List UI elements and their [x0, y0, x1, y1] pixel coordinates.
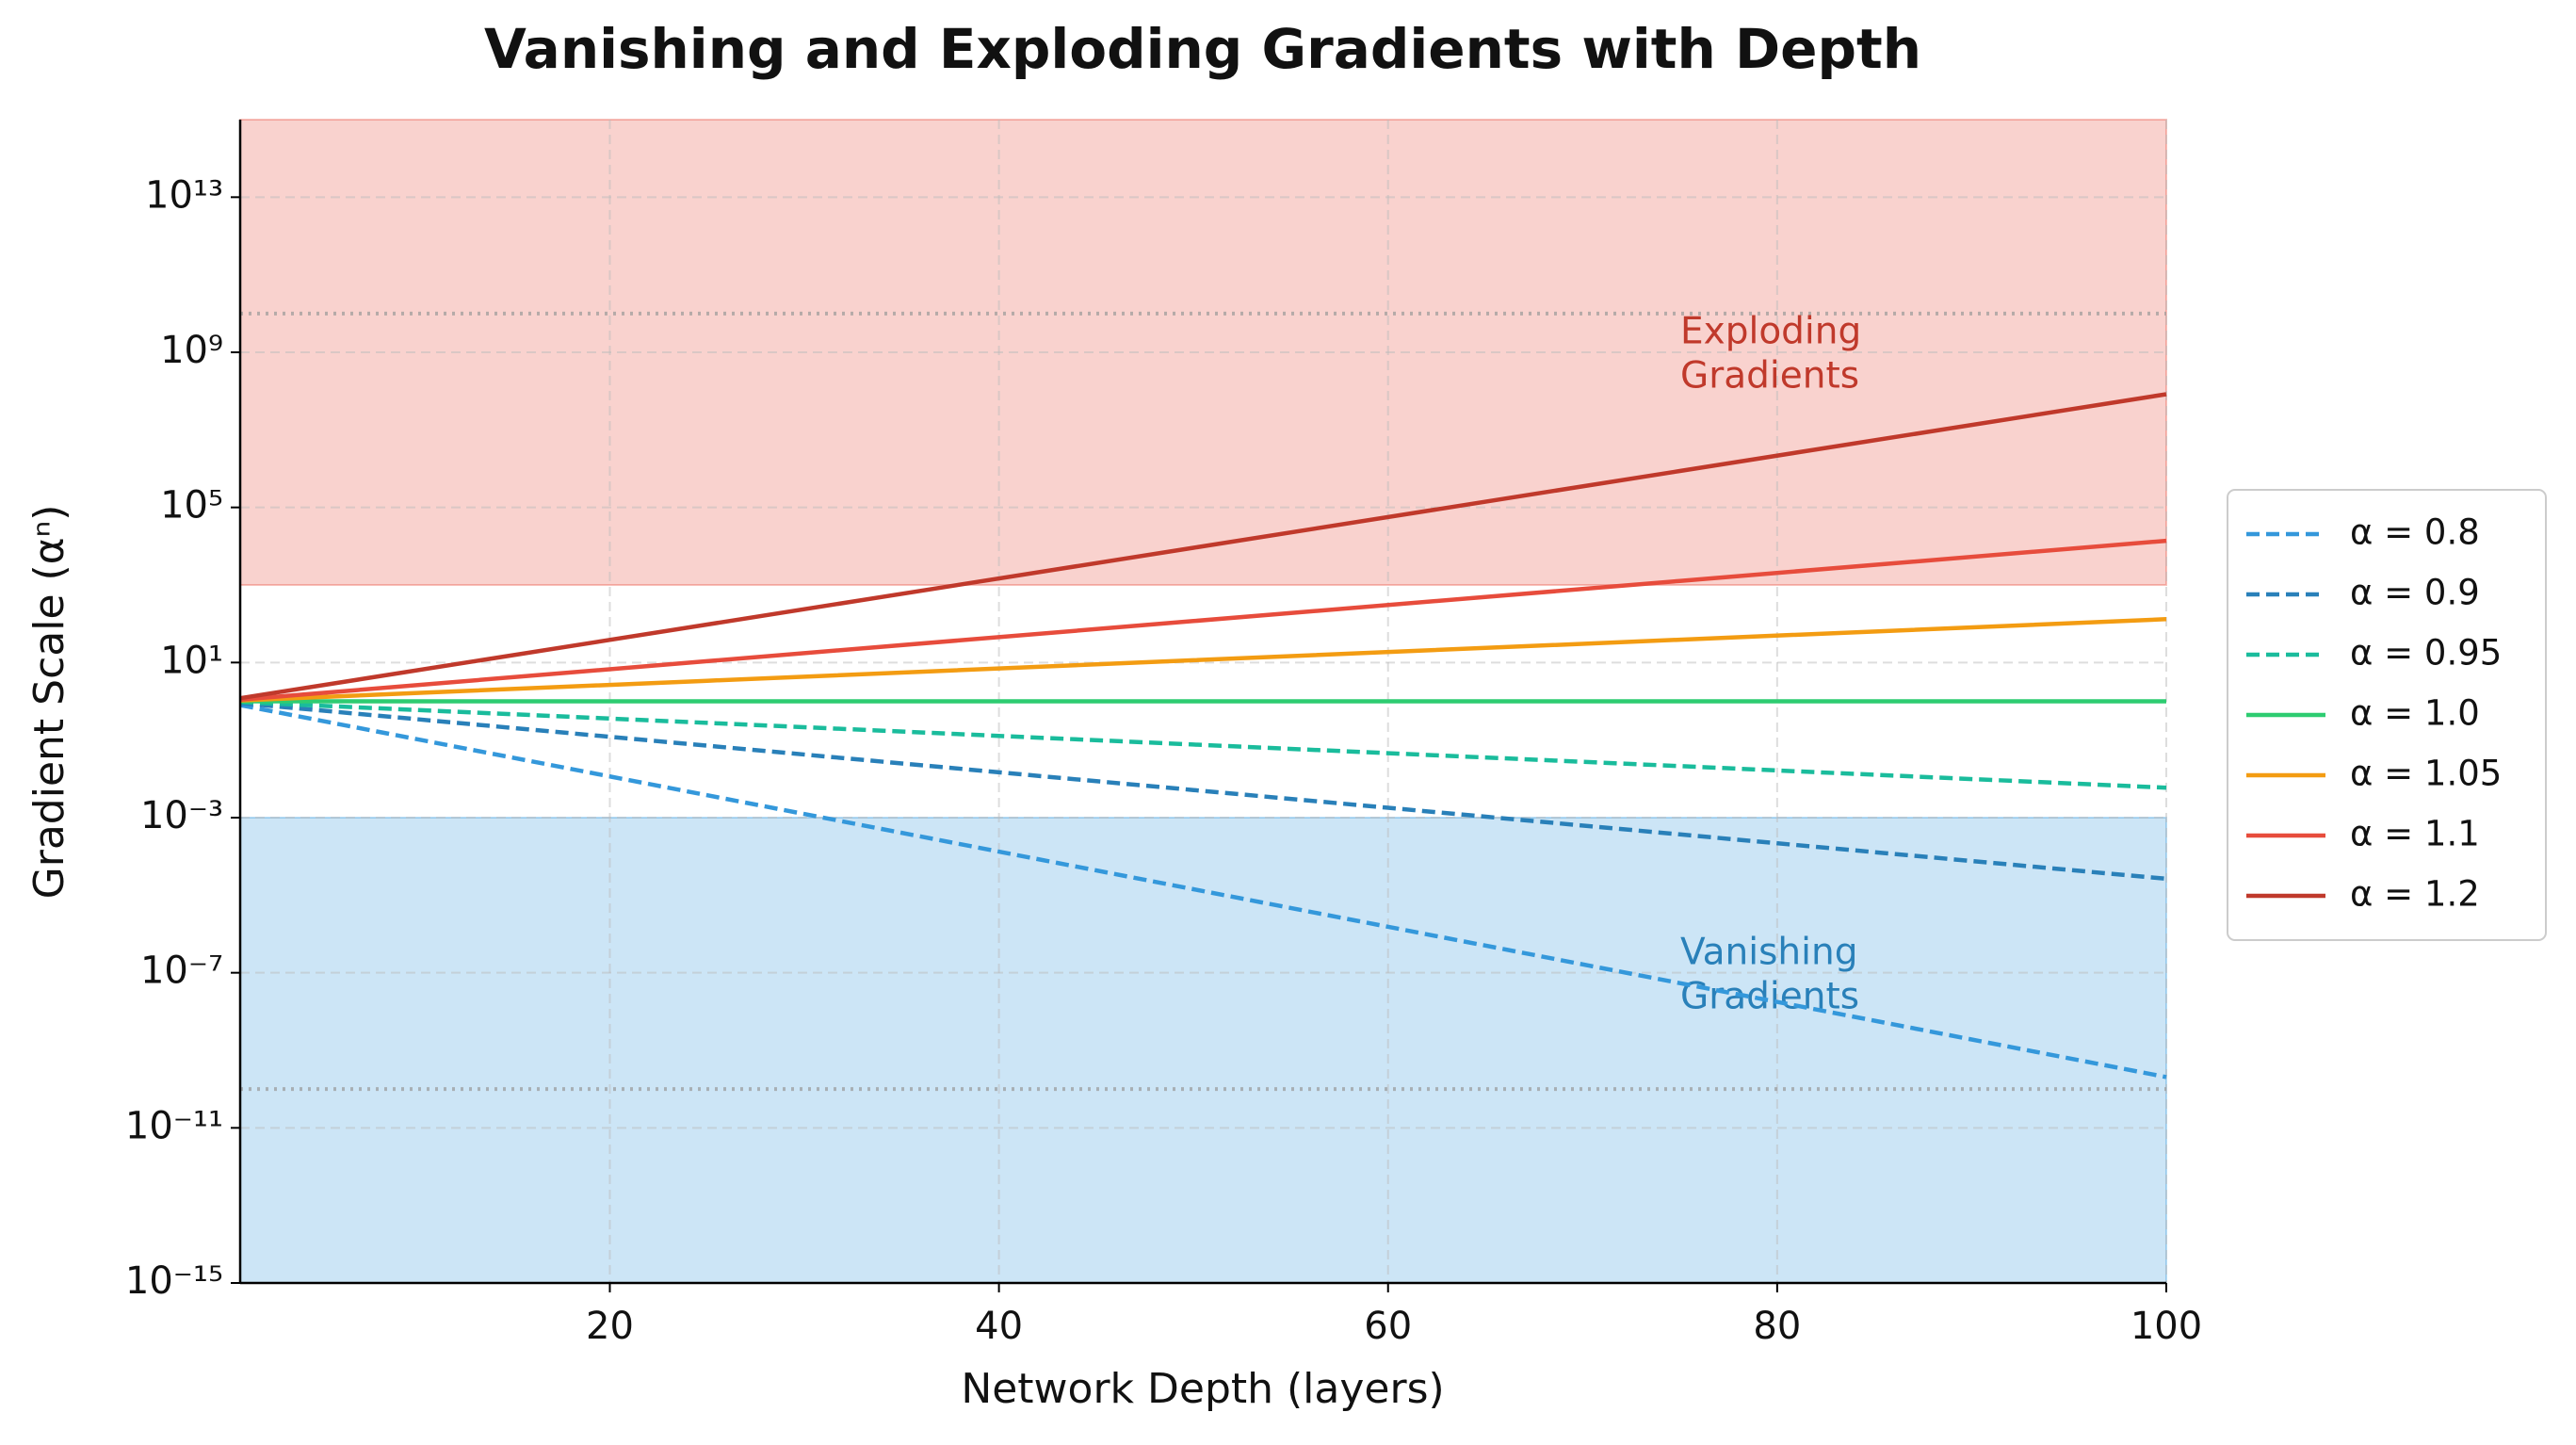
annotation: Gradients — [1680, 976, 1859, 1018]
y-tick-label: 10⁻⁷ — [140, 950, 223, 993]
legend-label: α = 1.05 — [2350, 754, 2502, 794]
y-tick-label: 10⁻¹⁵ — [125, 1259, 223, 1303]
legend-label: α = 1.1 — [2350, 814, 2480, 854]
x-tick-label: 40 — [975, 1305, 1023, 1348]
series-line — [239, 700, 2167, 790]
annotation: Vanishing — [1680, 932, 1857, 974]
legend-label: α = 0.8 — [2350, 512, 2480, 553]
legend-label: α = 0.95 — [2350, 633, 2502, 674]
series-line — [239, 701, 2167, 882]
chart-title: Vanishing and Exploding Gradients with D… — [484, 17, 1921, 81]
x-axis-label: Network Depth (layers) — [961, 1365, 1444, 1413]
legend-label: α = 1.2 — [2350, 874, 2480, 915]
annotation: Exploding — [1680, 311, 1861, 353]
x-tick-label: 20 — [586, 1305, 634, 1348]
shaded-region — [239, 817, 2167, 1284]
x-tick-label: 80 — [1753, 1305, 1801, 1348]
series-line — [239, 538, 2167, 703]
legend-label: α = 1.0 — [2350, 693, 2480, 734]
series-line — [239, 617, 2167, 703]
y-tick-label: 10⁹ — [160, 329, 223, 372]
y-axis-label: Gradient Scale (αⁿ) — [25, 505, 73, 900]
x-tick-label: 60 — [1364, 1305, 1412, 1348]
series-line — [239, 703, 2167, 1080]
legend-box — [2227, 489, 2547, 941]
x-tick-label: 100 — [2130, 1305, 2202, 1348]
y-tick-label: 10⁵ — [160, 484, 223, 528]
y-tick-label: 10⁻¹¹ — [125, 1104, 223, 1147]
y-tick-label: 10¹ — [160, 639, 223, 682]
annotation: Gradients — [1680, 355, 1859, 398]
y-tick-label: 10⁻³ — [140, 794, 223, 837]
legend-label: α = 0.9 — [2350, 573, 2480, 613]
series-line — [239, 392, 2167, 701]
y-tick-label: 10¹³ — [145, 173, 223, 217]
